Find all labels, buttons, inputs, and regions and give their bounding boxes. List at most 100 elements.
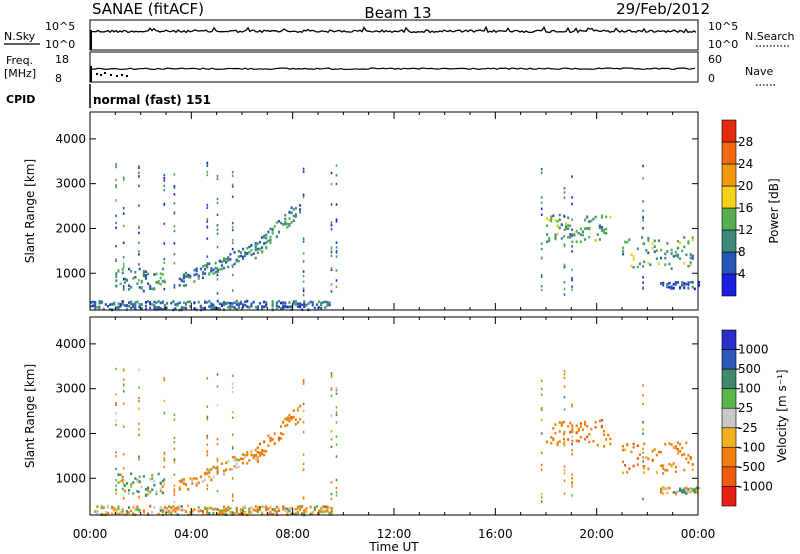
heatmap-cell	[225, 461, 228, 465]
heatmap-cell	[594, 420, 597, 424]
heatmap-cell	[173, 242, 176, 245]
heatmap-cell	[123, 489, 126, 493]
colorbar-block	[721, 273, 737, 297]
heatmap-cell	[225, 509, 228, 513]
heatmap-cell	[685, 253, 688, 257]
heatmap-cell	[258, 451, 261, 455]
heatmap-cell	[173, 500, 176, 503]
heatmap-cell	[132, 512, 135, 515]
heatmap-cell	[115, 367, 117, 371]
heatmap-cell	[117, 505, 120, 509]
heatmap-cell	[166, 508, 169, 512]
heatmap-cell	[173, 484, 176, 487]
heatmap-cell	[330, 481, 333, 484]
heatmap-cell	[237, 465, 240, 469]
heatmap-cell	[693, 287, 696, 291]
colorbar-block	[721, 486, 737, 507]
heatmap-cell	[647, 261, 650, 265]
heatmap-cell	[313, 506, 316, 510]
heatmap-cell	[94, 306, 97, 310]
heatmap-cell	[208, 300, 211, 303]
heatmap-cell	[138, 286, 141, 289]
heatmap-cell	[679, 442, 682, 446]
heatmap-cell	[271, 304, 274, 308]
heatmap-cell	[189, 276, 192, 279]
nave-label: Nave	[745, 65, 773, 78]
heatmap-cell	[204, 507, 207, 510]
heatmap-cell	[286, 305, 289, 309]
heatmap-cell	[142, 274, 145, 278]
heatmap-cell	[660, 464, 663, 468]
heatmap-cell	[330, 509, 333, 512]
heatmap-cell	[138, 305, 141, 309]
heatmap-cell	[292, 409, 295, 412]
freq-point	[104, 72, 106, 74]
heatmap-cell	[163, 222, 166, 225]
heatmap-cell	[233, 456, 236, 459]
heatmap-cell	[231, 225, 234, 229]
heatmap-cell	[575, 424, 578, 428]
heatmap-cell	[132, 492, 135, 495]
heatmap-cell	[571, 482, 573, 485]
heatmap-cell	[161, 508, 164, 512]
heatmap-cell	[540, 432, 543, 435]
heatmap-cell	[301, 513, 304, 516]
heatmap-cell	[163, 203, 166, 206]
heatmap-cell	[674, 492, 677, 496]
heatmap-cell	[166, 306, 169, 309]
heatmap-cell	[335, 411, 338, 414]
heatmap-cell	[157, 306, 160, 309]
heatmap-cell	[642, 428, 644, 431]
heatmap-cell	[326, 302, 329, 305]
heatmap-cell	[157, 281, 160, 285]
heatmap-cell	[681, 446, 684, 450]
heatmap-cell	[256, 451, 259, 454]
x-tick-label: 08:00	[275, 527, 310, 541]
heatmap-cell	[153, 304, 156, 307]
heatmap-cell	[275, 304, 278, 308]
heatmap-cell	[189, 305, 192, 308]
heatmap-cell	[299, 508, 302, 511]
heatmap-cell	[330, 374, 333, 377]
x-tick-label: 00:00	[73, 527, 108, 541]
heatmap-cell	[302, 274, 305, 278]
heatmap-cell	[554, 233, 557, 237]
heatmap-cell	[672, 462, 675, 465]
heatmap-cell	[132, 481, 135, 484]
heatmap-cell	[117, 473, 120, 476]
heatmap-cell	[594, 239, 597, 242]
heatmap-cell	[672, 283, 675, 286]
heatmap-cell	[256, 456, 259, 459]
heatmap-cell	[320, 303, 323, 306]
heatmap-cell	[689, 487, 692, 490]
heatmap-cell	[588, 235, 591, 239]
heatmap-cell	[296, 408, 299, 412]
heatmap-cell	[201, 265, 204, 268]
heatmap-cell	[664, 468, 667, 472]
heatmap-cell	[303, 509, 306, 512]
heatmap-cell	[320, 510, 323, 513]
heatmap-cell	[92, 300, 95, 304]
heatmap-cell	[322, 510, 325, 514]
heatmap-cell	[138, 303, 141, 306]
colorbar-block	[721, 119, 737, 143]
freq-point	[121, 74, 123, 76]
heatmap-cell	[605, 215, 608, 219]
heatmap-cell	[229, 511, 232, 514]
heatmap-cell	[679, 487, 682, 490]
heatmap-cell	[263, 449, 266, 453]
heatmap-cell	[550, 436, 553, 439]
heatmap-cell	[122, 483, 125, 486]
heatmap-cell	[670, 285, 673, 288]
heatmap-cell	[115, 488, 117, 492]
heatmap-cell	[250, 450, 253, 453]
heatmap-cell	[185, 275, 188, 278]
heatmap-cell	[201, 276, 204, 280]
heatmap-cell	[653, 239, 656, 243]
heatmap-cell	[130, 302, 133, 306]
heatmap-cell	[250, 453, 253, 457]
heatmap-cell	[149, 301, 152, 304]
heatmap-cell	[309, 300, 312, 304]
heatmap-cell	[311, 301, 314, 304]
